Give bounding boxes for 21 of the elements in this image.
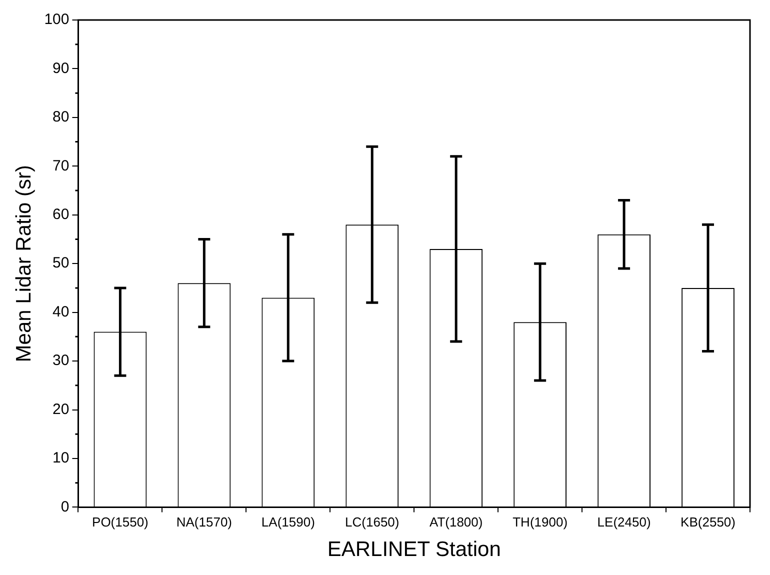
x-axis-title: EARLINET Station xyxy=(327,538,501,562)
x-tick-label: LA(1590) xyxy=(261,514,315,530)
y-tick-label: 70 xyxy=(52,157,70,174)
y-tick-label: 20 xyxy=(52,400,70,418)
x-tick-label: PO(1550) xyxy=(92,514,148,530)
y-tick-label: 50 xyxy=(52,254,70,272)
x-tick-label: KB(2550) xyxy=(680,514,736,530)
x-tick-label: AT(1800) xyxy=(429,514,483,530)
y-tick-label: 60 xyxy=(52,206,70,224)
y-tick-label: 90 xyxy=(52,60,70,77)
x-tick-label: LE(2450) xyxy=(597,514,651,530)
y-tick-label: 30 xyxy=(52,352,70,370)
x-tick-label: NA(1570) xyxy=(176,514,232,530)
y-tick-label: 80 xyxy=(52,108,70,126)
y-tick-label: 40 xyxy=(52,303,70,320)
y-tick-label: 100 xyxy=(44,11,70,28)
x-tick-label: LC(1650) xyxy=(345,514,400,530)
y-tick-label: 10 xyxy=(52,450,70,467)
y-axis-title: Mean Lidar Ratio (sr) xyxy=(12,164,36,362)
y-tick-label: 0 xyxy=(60,498,70,516)
x-tick-label: TH(1900) xyxy=(512,514,568,530)
